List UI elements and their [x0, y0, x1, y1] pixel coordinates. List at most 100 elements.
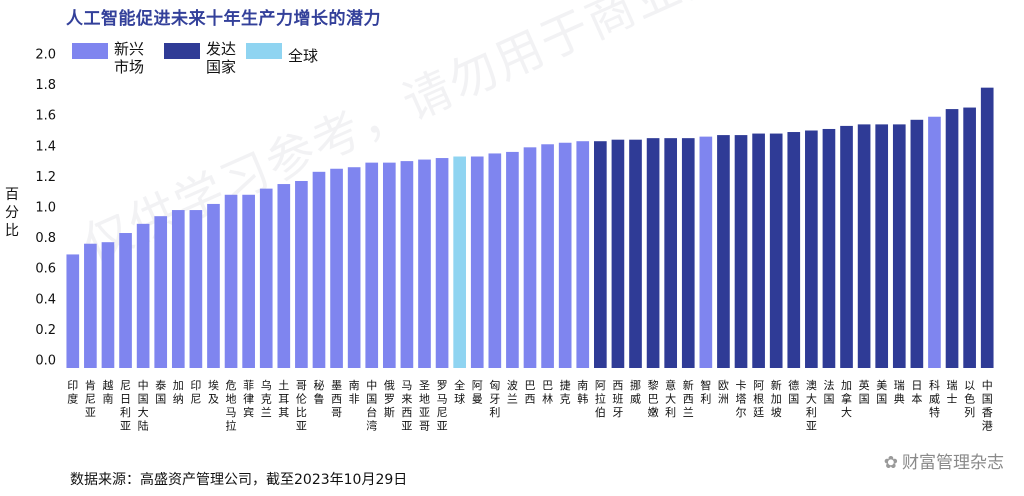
x-tick-char: 度 [67, 392, 78, 406]
x-tick-char: 亚 [419, 406, 430, 419]
bar-全球 [453, 156, 466, 368]
x-tick-char: 黎 [648, 378, 659, 392]
x-tick-label: 日本 [911, 379, 922, 406]
x-tick-char: 台 [366, 405, 377, 419]
x-tick-char: 色 [964, 392, 975, 406]
x-tick-char: 克 [261, 393, 272, 406]
x-tick-char: 国 [155, 393, 166, 406]
x-tick-char: 利 [489, 406, 500, 419]
bar-挪威 [629, 139, 642, 368]
bar-肯尼亚 [84, 243, 97, 368]
x-tick-char: 巴 [525, 379, 536, 392]
x-tick-label: 挪威 [630, 378, 641, 406]
x-tick-char: 利 [700, 393, 711, 406]
bar-危地马拉 [224, 194, 238, 368]
x-tick-char: 牙 [612, 406, 623, 419]
x-tick-char: 西 [525, 393, 536, 406]
y-tick-label: 0.6 [35, 262, 56, 277]
x-tick-char: 林 [542, 392, 553, 406]
y-tick-label: 1.2 [35, 170, 56, 185]
x-tick-char: 香 [982, 406, 993, 419]
bar-罗马尼亚 [435, 158, 449, 368]
x-tick-char: 国 [788, 393, 799, 406]
x-tick-char: 马 [226, 406, 237, 419]
x-tick-char: 大 [138, 405, 149, 419]
bar-英国 [857, 124, 871, 368]
x-tick-char: 洲 [718, 393, 729, 406]
x-tick-char: 美 [876, 379, 887, 392]
x-tick-label: 阿根廷 [753, 379, 764, 419]
x-tick-char: 日 [120, 393, 131, 406]
x-tick-label: 科威特 [929, 378, 940, 419]
x-tick-char: 土 [278, 379, 289, 392]
legend-label: 市场 [114, 58, 144, 76]
x-tick-char: 全 [454, 378, 465, 392]
x-tick-label: 西班牙 [612, 379, 623, 419]
x-tick-char: 其 [278, 406, 289, 419]
bar-中国大陆 [136, 223, 150, 368]
x-tick-char: 威 [929, 393, 940, 406]
x-tick-char: 利 [665, 406, 676, 419]
x-tick-char: 本 [911, 392, 922, 406]
x-tick-char: 印 [67, 379, 78, 392]
legend-swatch [72, 43, 108, 59]
x-tick-char: 拉 [595, 392, 606, 406]
x-tick-char: 瑞 [894, 378, 905, 392]
x-tick-char: 阿 [595, 379, 606, 392]
bar-黎巴嫩 [646, 138, 660, 368]
bars [66, 87, 994, 369]
x-tick-label: 土耳其 [278, 379, 289, 419]
x-tick-char: 兰 [507, 393, 518, 406]
x-tick-label: 阿拉伯 [595, 379, 606, 419]
bar-瑞士 [945, 109, 959, 368]
bar-日本 [910, 119, 924, 368]
x-tick-char: 球 [454, 392, 465, 406]
bar-中国香港 [980, 87, 994, 368]
x-tick-label: 秘鲁 [313, 378, 324, 406]
x-tick-char: 牙 [489, 393, 500, 406]
x-tick-label: 美国 [876, 379, 887, 406]
x-tick-label: 德国 [788, 378, 799, 406]
x-tick-char: 坡 [771, 406, 782, 419]
legend-label: 发达 [206, 40, 236, 58]
x-tick-char: 菲 [243, 379, 254, 392]
x-tick-char: 巴 [648, 393, 659, 406]
x-tick-char: 加 [771, 393, 782, 406]
x-tick-label: 新西兰 [683, 378, 694, 419]
x-tick-char: 以 [964, 379, 975, 392]
legend-label: 国家 [206, 58, 236, 76]
bar-越南 [101, 242, 115, 368]
x-tick-char: 克 [560, 393, 571, 406]
bar-以色列 [963, 107, 976, 369]
bar-马来西亚 [400, 161, 414, 368]
y-tick-label: 0.0 [35, 354, 56, 369]
x-tick-char: 马 [437, 393, 448, 406]
x-tick-char: 廷 [753, 406, 764, 419]
x-tick-label: 智利 [700, 378, 711, 406]
x-tick-char: 纳 [173, 393, 184, 406]
bar-南韩 [576, 141, 590, 368]
x-tick-label: 阿曼 [472, 379, 483, 406]
x-tick-char: 圣 [419, 379, 430, 392]
x-axis-labels: 印度肯尼亚越南尼日利亚中国大陆泰国加纳印尼埃及危地马拉菲律宾乌克兰土耳其哥伦比亚… [67, 378, 992, 433]
brand-watermark-text: 财富管理杂志 [902, 453, 1004, 473]
x-tick-char: 律 [243, 393, 254, 406]
x-tick-label: 新加坡 [771, 378, 782, 419]
x-tick-label: 卡塔尔 [736, 379, 747, 419]
x-tick-char: 尼 [85, 393, 96, 406]
bar-欧洲 [717, 135, 730, 368]
x-tick-char: 港 [982, 420, 993, 433]
bar-中国台湾 [365, 162, 379, 368]
y-tick-label: 0.2 [35, 323, 56, 338]
x-tick-label: 肯尼亚 [85, 379, 96, 419]
x-tick-label: 英国 [859, 378, 870, 406]
x-tick-char: 罗 [384, 393, 395, 406]
x-tick-label: 法国 [823, 378, 834, 406]
bar-澳大利亚 [805, 130, 818, 368]
x-tick-char: 耳 [278, 393, 289, 406]
